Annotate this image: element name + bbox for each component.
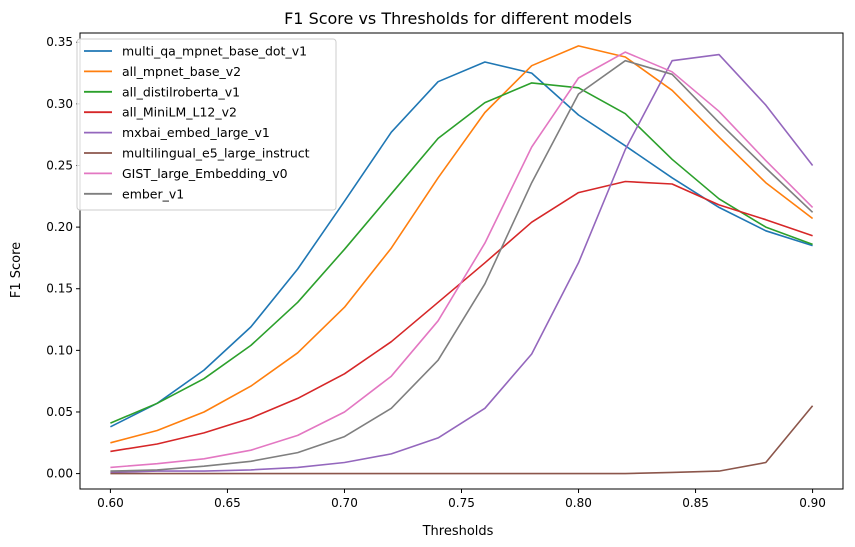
series-line xyxy=(110,82,813,424)
y-tick-label: 0.35 xyxy=(46,35,73,49)
x-tick-label: 0.70 xyxy=(331,496,358,510)
series-line xyxy=(110,180,813,453)
x-axis-label: Thresholds xyxy=(422,524,494,539)
legend-box xyxy=(76,38,337,211)
series-line xyxy=(110,51,814,469)
series-line xyxy=(110,405,814,475)
legend-label: multilingual_e5_large_instruct xyxy=(122,146,310,161)
x-tick-label: 0.90 xyxy=(799,496,826,510)
x-tick-label: 0.60 xyxy=(97,496,124,510)
y-tick-label: 0.25 xyxy=(46,158,73,172)
y-tick-label: 0.15 xyxy=(46,282,73,296)
legend-label: GIST_large_Embedding_v0 xyxy=(122,166,288,181)
x-tick-label: 0.85 xyxy=(682,496,709,510)
legend-label: multi_qa_mpnet_base_dot_v1 xyxy=(122,44,307,59)
y-tick-label: 0.30 xyxy=(46,97,73,111)
y-axis-label: F1 Score xyxy=(9,242,24,298)
legend-label: all_distilroberta_v1 xyxy=(122,84,240,99)
x-axis-ticks: 0.60 0.65 0.70 0.75 0.80 0.85 0.90 xyxy=(97,489,826,510)
series-line xyxy=(110,53,814,474)
y-tick-label: 0.05 xyxy=(46,405,73,419)
x-tick-label: 0.65 xyxy=(214,496,241,510)
series-line xyxy=(110,61,813,428)
y-axis-ticks: 0.00 0.05 0.10 0.15 0.20 0.25 0.30 0.35 xyxy=(46,35,80,481)
y-tick-label: 0.10 xyxy=(46,343,73,357)
series-line xyxy=(110,45,814,444)
y-tick-label: 0.00 xyxy=(46,467,73,481)
x-tick-label: 0.75 xyxy=(448,496,475,510)
plot-lines xyxy=(110,45,814,475)
series-line xyxy=(110,59,814,472)
legend-label: all_MiniLM_L12_v2 xyxy=(122,105,237,120)
chart-title: F1 Score vs Thresholds for different mod… xyxy=(284,9,632,28)
legend-label: ember_v1 xyxy=(122,186,184,201)
legend-label: mxbai_embed_large_v1 xyxy=(122,125,270,140)
x-tick-label: 0.80 xyxy=(565,496,592,510)
y-tick-label: 0.20 xyxy=(46,220,73,234)
legend-label: all_mpnet_base_v2 xyxy=(122,64,241,79)
legend: multi_qa_mpnet_base_dot_v1 all_mpnet_base… xyxy=(76,38,337,211)
